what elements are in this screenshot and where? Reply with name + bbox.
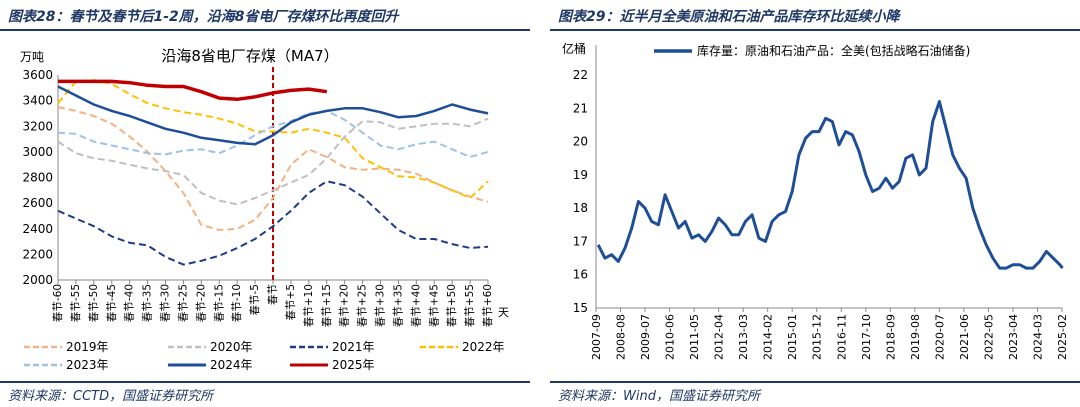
x-tick-label: 2019-08 [909, 314, 922, 360]
y-tick-label: 2400 [22, 222, 53, 236]
y-tick-label: 3000 [22, 145, 53, 159]
legend-label: 2024年 [210, 358, 253, 372]
x-tick-label: 春节+30 [375, 284, 387, 327]
x-tick-label: 春节-20 [195, 284, 207, 322]
legend-label: 2022年 [462, 340, 505, 354]
legend-label: 库存量：原油和石油产品：全美(包括战略石油储备) [697, 43, 970, 58]
x-tick-label: 2009-07 [639, 314, 652, 360]
y-tick-label: 22 [573, 68, 588, 82]
x-tick-label: 2020-07 [933, 314, 946, 360]
y-tick-label: 17 [573, 234, 588, 248]
us-oil-inventory-chart: 亿桶 15 16 17 18 19 20 21 22 2007-09 2008-08 2009-07 2… [562, 41, 1069, 360]
x-tick-label: 春节+5 [285, 284, 297, 320]
x-tick-label: 春节+10 [303, 284, 315, 327]
x-tick-label: 2018-09 [884, 314, 897, 360]
x-tick-label: 春节+45 [428, 284, 440, 327]
y-tick-label: 2800 [22, 171, 53, 185]
y-tick-label: 18 [573, 201, 588, 215]
x-axis-unit: 天 [498, 306, 509, 319]
left-panel-title: 图表28：春节及春节后1-2周，沿海8省电厂存煤环比再度回升 [8, 9, 399, 25]
coal-stock-chart: 万吨 沿海8省电厂存煤（MA7） 2000 2200 2400 2600 2800 3000 3… [20, 47, 509, 372]
x-tick-label: 2021-06 [958, 314, 971, 360]
x-tick-label: 2025-02 [1056, 314, 1069, 360]
left-panel-source: 资料来源：CCTD，国盛证券研究所 [8, 389, 214, 404]
x-tick-label: 2013-03 [737, 314, 750, 360]
x-tick-label: 春节-40 [124, 284, 136, 322]
y-tick-label: 16 [573, 268, 588, 282]
y-tick-label: 2000 [22, 273, 53, 287]
x-tick-label: 春节+40 [410, 284, 422, 327]
chart-title: 沿海8省电厂存煤（MA7） [161, 47, 338, 65]
x-tick-label: 春节-15 [213, 284, 225, 322]
right-panel-source: 资料来源：Wind，国盛证券研究所 [558, 389, 760, 404]
right-chart-panel: 图表29：近半月全美原油和石油产品库存环比延续小降 亿桶 15 16 17 18 19 20… [550, 0, 1080, 407]
x-tick-label: 2023-04 [1007, 314, 1020, 360]
left-chart-panel: 图表28：春节及春节后1-2周，沿海8省电厂存煤环比再度回升 万吨 沿海8省电厂存… [0, 0, 530, 407]
x-tick-label: 2011-05 [688, 314, 701, 360]
x-tick-label: 春节+60 [482, 284, 494, 327]
inventory-series-line [596, 100, 1064, 270]
series-line-2022年 [57, 79, 489, 199]
y-tick-label: 15 [573, 301, 588, 315]
series-line-2025年 [58, 79, 328, 102]
y-tick-label: 19 [573, 168, 588, 182]
x-tick-label: 2007-09 [590, 314, 603, 360]
y-axis-unit: 万吨 [20, 50, 44, 64]
x-tick-label: 2015-01 [786, 314, 799, 360]
y-tick-label: 3400 [22, 94, 53, 108]
x-tick-label: 2022-05 [982, 314, 995, 360]
series-line-2019年 [57, 106, 489, 231]
y-tick-label: 2600 [22, 196, 53, 210]
legend-label: 2025年 [332, 358, 375, 372]
legend-label: 2023年 [66, 358, 109, 372]
legend-label: 2021年 [332, 340, 375, 354]
y-tick-label: 3200 [22, 119, 53, 133]
x-tick-label: 春节-60 [52, 284, 64, 322]
right-top-rule [550, 29, 1080, 31]
x-tick-label: 2016-11 [835, 314, 848, 360]
x-tick-label: 春节-45 [106, 284, 118, 322]
x-tick-label: 春节-50 [88, 284, 100, 322]
x-tick-label: 春节+15 [321, 284, 333, 327]
x-tick-label: 春节-25 [177, 284, 189, 322]
x-tick-label: 春节+35 [392, 284, 404, 327]
left-bottom-rule [0, 381, 530, 383]
series-line-2023年 [57, 109, 489, 158]
y-axis-unit: 亿桶 [562, 41, 586, 56]
y-tick-label: 20 [573, 135, 588, 149]
series-line-2020年 [57, 117, 489, 206]
x-tick-label: 春节+55 [464, 284, 476, 327]
x-tick-label: 春节+50 [446, 284, 458, 327]
series-line-2024年 [57, 85, 489, 146]
legend-label: 2020年 [210, 340, 253, 354]
y-tick-label: 21 [573, 101, 588, 115]
right-bottom-rule [550, 381, 1080, 383]
x-tick-label: 春节-5 [249, 284, 261, 315]
x-tick-label: 2015-12 [811, 314, 824, 360]
x-tick-label: 2012-04 [713, 314, 726, 360]
x-tick-label: 2010-06 [664, 314, 677, 360]
left-top-rule [0, 29, 530, 31]
legend-label: 2019年 [66, 340, 109, 354]
x-tick-label: 2014-02 [762, 314, 775, 360]
series-line-2021年 [57, 180, 489, 266]
x-tick-label: 2024-03 [1031, 314, 1044, 360]
x-tick-label: 春节-55 [70, 284, 82, 322]
y-tick-label: 3600 [22, 68, 53, 82]
x-tick-label: 春节+20 [339, 284, 351, 327]
x-tick-label: 春节-10 [231, 284, 243, 322]
right-panel-title: 图表29：近半月全美原油和石油产品库存环比延续小降 [558, 9, 900, 25]
x-tick-label: 春节 [267, 284, 279, 305]
x-tick-label: 2017-10 [860, 314, 873, 360]
x-tick-label: 春节-35 [142, 284, 154, 322]
x-tick-label: 春节-30 [160, 284, 172, 322]
x-tick-label: 2008-08 [615, 314, 628, 360]
y-tick-label: 2200 [22, 247, 53, 261]
x-tick-label: 春节+25 [357, 284, 369, 327]
